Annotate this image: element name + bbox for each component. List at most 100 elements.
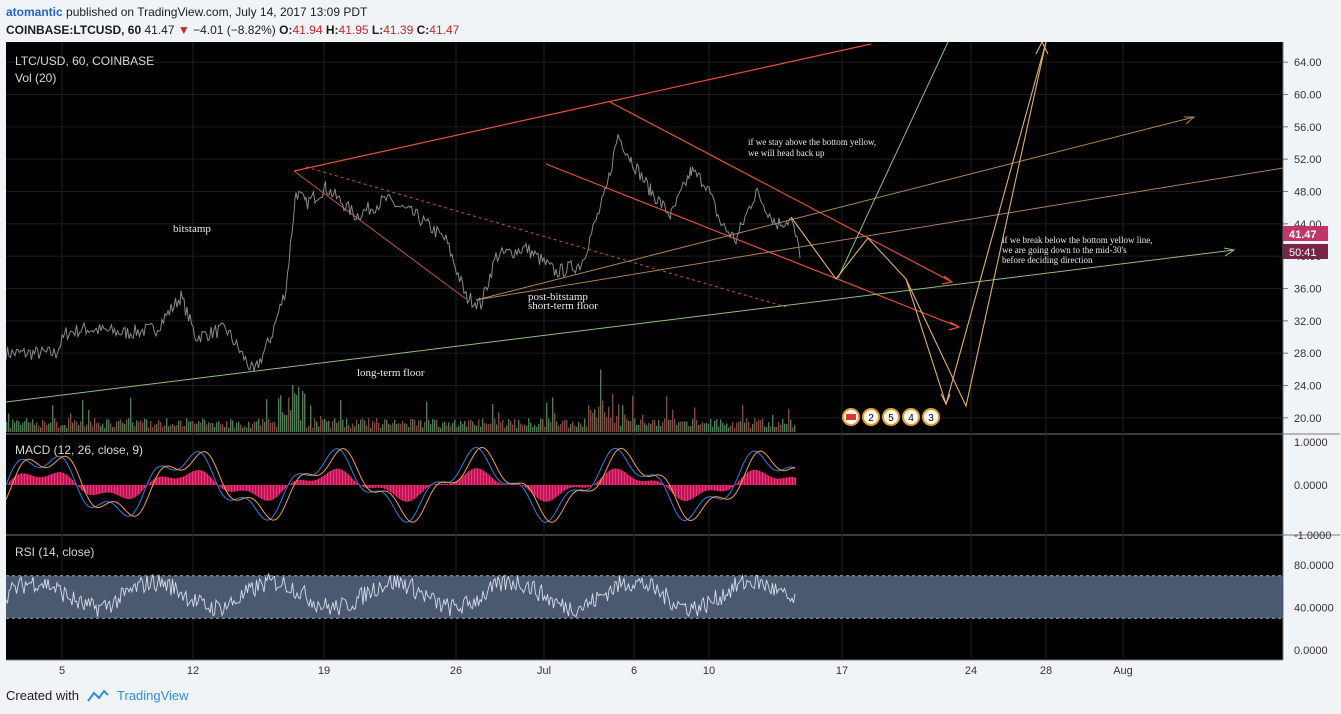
macd-histogram-bar	[213, 480, 215, 485]
author-link[interactable]: atomantic	[6, 5, 63, 19]
chart-container[interactable]: bitstamp post-bitstamp short-term floor lon…	[5, 40, 1340, 682]
volume-bar	[500, 422, 502, 432]
macd-histogram-bar	[628, 475, 630, 485]
macd-histogram-bar	[274, 485, 276, 499]
macd-histogram-bar	[253, 485, 255, 495]
volume-bar	[392, 423, 394, 432]
macd-histogram-bar	[94, 485, 96, 495]
projection-path-upper[interactable]	[790, 41, 1047, 406]
volume-bar	[426, 401, 428, 432]
projection-path-lower[interactable]	[905, 41, 1047, 408]
bottom-yellow-line[interactable]	[475, 167, 1284, 301]
macd-histogram-bar	[189, 472, 191, 485]
volume-bar	[362, 418, 364, 432]
long-term-floor-line[interactable]	[5, 249, 1235, 403]
macd-histogram-bar	[208, 475, 210, 485]
macd-histogram-bar	[790, 476, 792, 485]
macd-histogram-bar	[448, 483, 450, 485]
macd-histogram-bar	[604, 474, 606, 485]
macd-histogram-bar	[522, 485, 524, 486]
macd-histogram-bar	[429, 485, 431, 487]
macd-histogram-bar	[25, 473, 27, 485]
macd-histogram-bar	[772, 477, 774, 485]
macd-histogram-bar	[55, 472, 57, 485]
volume-bar	[48, 423, 50, 432]
macd-histogram-bar	[478, 468, 480, 485]
macd-histogram-bar	[60, 472, 62, 485]
macd-histogram-bar	[571, 485, 573, 488]
volume-bar	[98, 422, 100, 432]
volume-bar	[76, 421, 78, 432]
volume-bar	[258, 418, 260, 432]
macd-histogram-bar	[28, 474, 30, 485]
macd-histogram-bar	[696, 485, 698, 497]
volume-bar	[444, 421, 446, 432]
macd-histogram-bar	[27, 474, 29, 485]
volume-bar	[310, 405, 312, 432]
volume-bar	[430, 424, 432, 432]
volume-bar	[474, 425, 476, 432]
macd-histogram-bar	[735, 484, 737, 485]
volume-bar	[410, 419, 412, 432]
volume-bar	[222, 424, 224, 432]
tradingview-link[interactable]: TradingView	[116, 688, 189, 703]
macd-histogram-bar	[48, 475, 50, 485]
channel-left-line[interactable]	[293, 170, 467, 300]
volume-bar	[760, 420, 762, 432]
volume-bar	[186, 418, 188, 432]
time-axis[interactable]	[6, 660, 1340, 682]
volume-bar	[52, 405, 54, 432]
macd-histogram-bar	[318, 478, 320, 485]
macd-histogram-bar	[84, 485, 86, 493]
volume-bar	[502, 420, 504, 432]
macd-histogram-bar	[102, 485, 104, 494]
volume-bar	[154, 424, 156, 432]
macd-histogram-bar	[379, 485, 381, 488]
macd-histogram-bar	[109, 485, 111, 493]
macd-histogram-bar	[244, 485, 246, 491]
volume-bar	[544, 426, 546, 432]
bullish-green-line[interactable]	[837, 41, 949, 279]
volume-bar	[560, 424, 562, 432]
volume-bar	[648, 422, 650, 432]
volume-bar	[358, 424, 360, 432]
macd-histogram-bar	[708, 485, 710, 491]
volume-bar	[84, 426, 86, 432]
macd-histogram-bar	[171, 477, 173, 485]
volume-bar	[188, 421, 190, 432]
upper-yellow-line[interactable]	[475, 116, 1195, 301]
volume-bar	[304, 393, 306, 432]
volume-bar	[688, 425, 690, 432]
macd-histogram-bar	[622, 471, 624, 485]
macd-histogram-bar	[175, 478, 177, 485]
volume-bar	[172, 424, 174, 432]
macd-histogram-bar	[675, 485, 677, 497]
dashed-channel-line[interactable]	[305, 166, 787, 308]
macd-histogram-bar	[480, 468, 482, 485]
volume-bar	[356, 419, 358, 432]
macd-histogram-bar	[78, 485, 80, 487]
event-badges[interactable]: 2 5 4 3	[842, 408, 940, 426]
descending-channel-top[interactable]	[609, 101, 953, 283]
descending-channel-bottom[interactable]	[545, 163, 960, 328]
macd-histogram-bar	[331, 470, 333, 485]
macd-tick-label: 0.0000	[1294, 480, 1328, 492]
annotation-text: we are going down to the mid-30's	[1002, 245, 1127, 255]
macd-histogram-bar	[565, 485, 567, 490]
macd-histogram-bar	[493, 479, 495, 485]
low-label: L:	[371, 23, 384, 37]
volume-bar	[102, 423, 104, 432]
macd-histogram-bar	[640, 481, 642, 485]
volume-bar	[230, 419, 232, 432]
volume-bar	[286, 415, 288, 432]
macd-histogram-bar	[756, 469, 758, 485]
macd-histogram-bar	[612, 469, 614, 485]
macd-histogram-bar	[285, 485, 287, 488]
price-axis[interactable]	[1283, 42, 1340, 660]
volume-bar	[670, 419, 672, 432]
volume-bar	[314, 418, 316, 432]
upper-channel-line[interactable]	[293, 43, 872, 172]
macd-histogram-bar	[88, 485, 90, 495]
rsi-tick-label: 40.0000	[1294, 603, 1334, 615]
volume-bar	[774, 426, 776, 432]
